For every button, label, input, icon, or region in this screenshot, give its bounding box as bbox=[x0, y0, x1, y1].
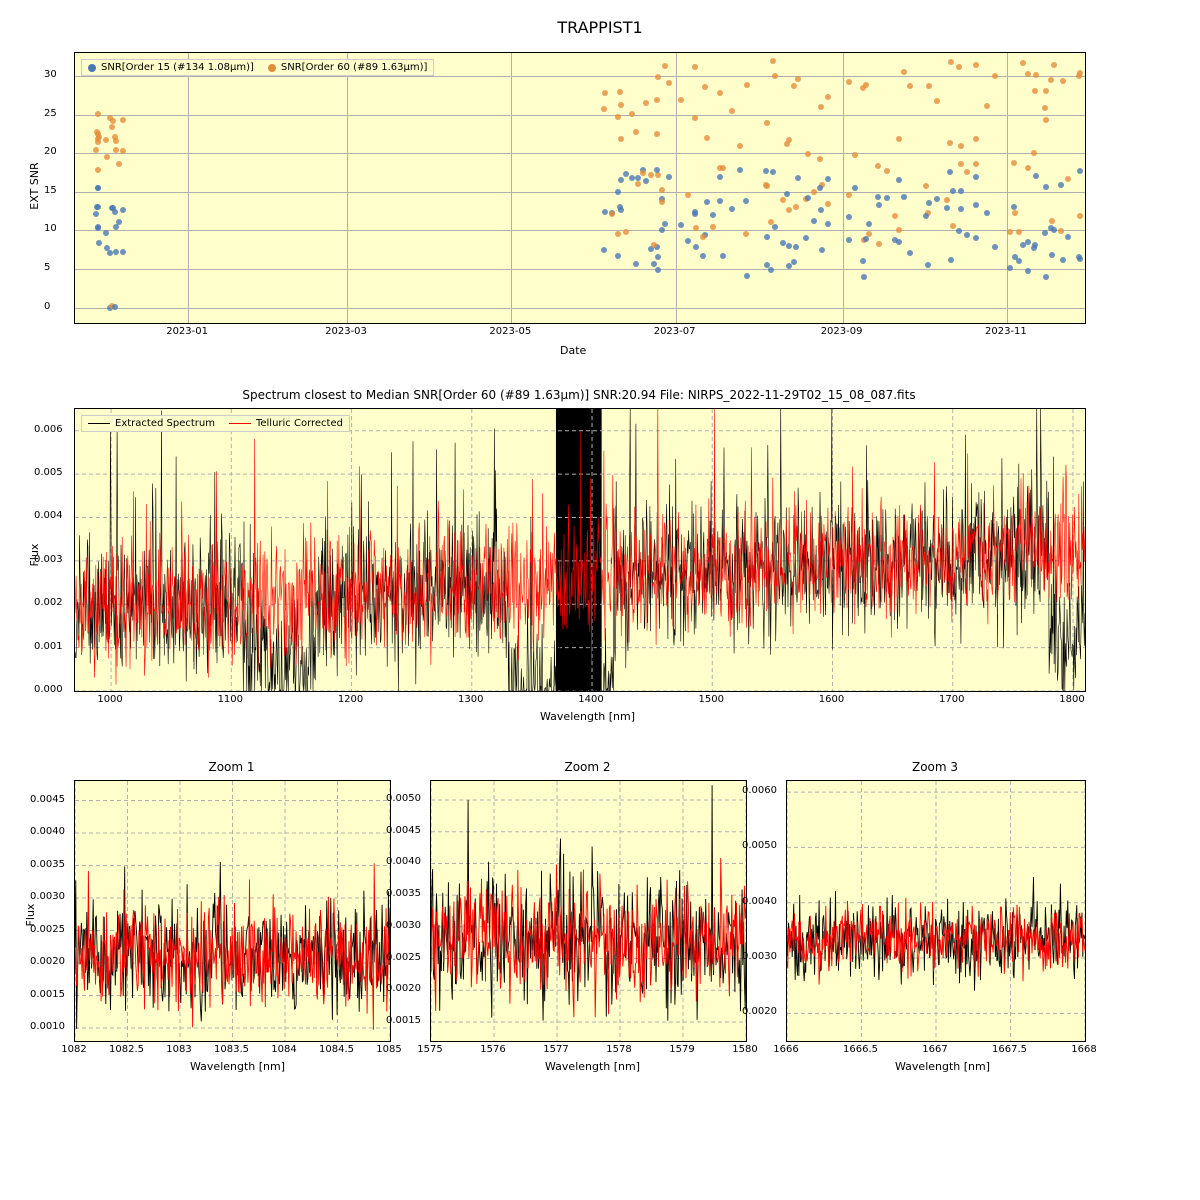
zoom2-svg bbox=[431, 781, 746, 1041]
zoom2-panel bbox=[430, 780, 747, 1042]
zoom2-xlabel: Wavelength [nm] bbox=[545, 1060, 640, 1073]
spectrum-xlabel: Wavelength [nm] bbox=[540, 710, 635, 723]
legend-item-b: SNR[Order 60 (#89 1.63μm)] bbox=[268, 62, 428, 73]
snr-ylabel: EXT SNR bbox=[28, 162, 41, 209]
zoom3-svg bbox=[787, 781, 1085, 1041]
legend-label-b: SNR[Order 60 (#89 1.63μm)] bbox=[281, 62, 428, 73]
zoom3-xlabel: Wavelength [nm] bbox=[895, 1060, 990, 1073]
spectrum-legend: Extracted Spectrum Telluric Corrected bbox=[81, 415, 350, 432]
zoom1-panel bbox=[74, 780, 391, 1042]
legend-label-ext: Extracted Spectrum bbox=[115, 418, 215, 429]
legend-label-a: SNR[Order 15 (#134 1.08μm)] bbox=[101, 62, 254, 73]
dot-icon bbox=[88, 64, 96, 72]
snr-panel: SNR[Order 15 (#134 1.08μm)] SNR[Order 60… bbox=[74, 52, 1086, 324]
legend-item-ext: Extracted Spectrum bbox=[88, 418, 215, 429]
snr-legend: SNR[Order 15 (#134 1.08μm)] SNR[Order 60… bbox=[81, 59, 434, 76]
line-icon bbox=[88, 423, 110, 424]
snr-plot-area bbox=[75, 53, 1085, 323]
zoom2-title: Zoom 2 bbox=[430, 760, 745, 774]
zoom3-title: Zoom 3 bbox=[786, 760, 1084, 774]
suptitle: TRAPPIST1 bbox=[0, 18, 1200, 37]
zoom1-title: Zoom 1 bbox=[74, 760, 389, 774]
zoom1-xlabel: Wavelength [nm] bbox=[190, 1060, 285, 1073]
legend-item-a: SNR[Order 15 (#134 1.08μm)] bbox=[88, 62, 254, 73]
spectrum-svg bbox=[75, 409, 1085, 691]
spectrum-title: Spectrum closest to Median SNR[Order 60 … bbox=[74, 388, 1084, 402]
dot-icon bbox=[268, 64, 276, 72]
legend-label-tel: Telluric Corrected bbox=[256, 418, 343, 429]
zoom3-panel bbox=[786, 780, 1086, 1042]
snr-xlabel: Date bbox=[560, 344, 586, 357]
legend-item-tel: Telluric Corrected bbox=[229, 418, 343, 429]
zoom1-svg bbox=[75, 781, 390, 1041]
line-icon bbox=[229, 423, 251, 424]
figure: TRAPPIST1 SNR[Order 15 (#134 1.08μm)] SN… bbox=[0, 0, 1200, 1200]
spectrum-panel: Extracted Spectrum Telluric Corrected bbox=[74, 408, 1086, 692]
